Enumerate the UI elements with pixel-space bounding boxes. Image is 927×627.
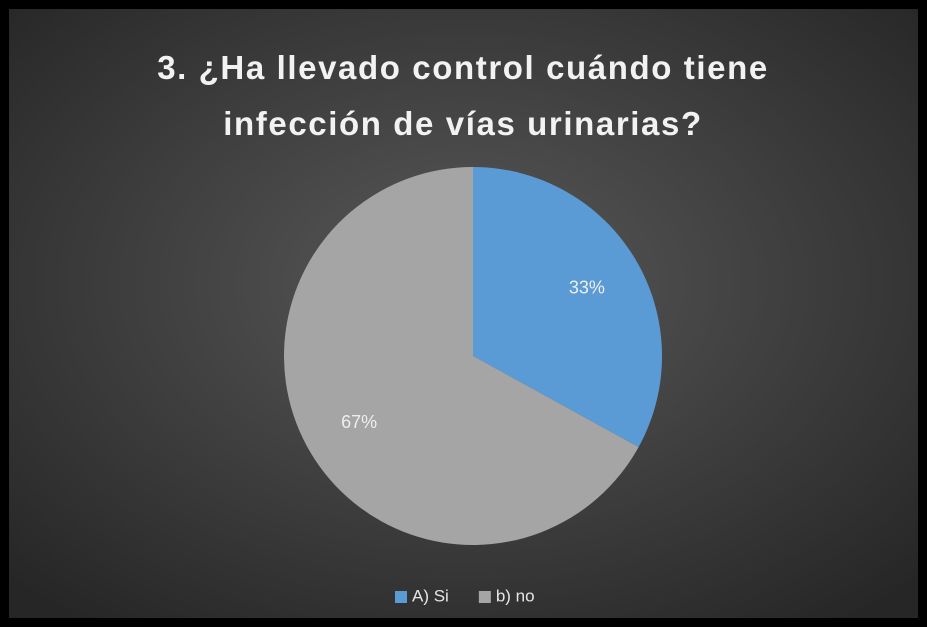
data-label: 67% xyxy=(341,412,377,432)
chart-title: 3. ¿Ha llevado control cuándo tiene infe… xyxy=(157,49,769,142)
pie-slice xyxy=(283,167,639,546)
data-label: 33% xyxy=(569,277,605,297)
legend-label: A) Si xyxy=(412,586,449,605)
pie-slice xyxy=(473,167,662,448)
legend-label: b) no xyxy=(496,586,535,605)
legend-swatch xyxy=(395,591,407,603)
legend-swatch xyxy=(478,591,491,603)
